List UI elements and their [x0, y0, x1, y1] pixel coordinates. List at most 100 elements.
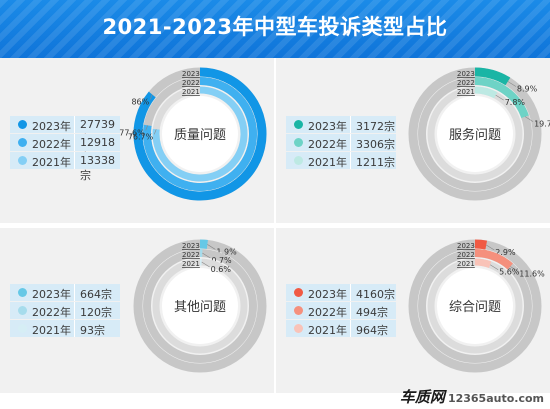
percent-label: 0.6%	[211, 265, 232, 274]
leader-line	[486, 244, 495, 251]
ring-year-label: 2023	[182, 70, 200, 78]
ring-arc	[133, 67, 267, 201]
donut-center-face	[437, 96, 513, 172]
ring-year-label: 2021	[182, 260, 200, 268]
legend-divider	[74, 134, 75, 151]
page-title: 2021-2023年中型车投诉类型占比	[102, 15, 448, 39]
donut-center-face	[162, 96, 238, 172]
ring-arc	[474, 239, 488, 250]
leader-line	[524, 116, 534, 122]
legend-divider	[74, 116, 75, 133]
legend-year: 2021年	[32, 156, 71, 169]
legend-swatch	[294, 120, 303, 129]
legend-row: 2022年 3306宗	[286, 134, 396, 151]
legend-year: 2023年	[32, 288, 71, 301]
ring-arc	[143, 77, 257, 191]
legend-swatch	[18, 306, 27, 315]
leader-line	[490, 264, 499, 270]
ring-year-label: 2023	[182, 242, 200, 250]
watermark-brand: 车质网	[399, 388, 445, 406]
ring-year-label: 2021	[457, 88, 475, 96]
watermark-site: 12365auto.com	[447, 392, 544, 405]
legend-year: 2021年	[308, 324, 347, 337]
legend-count: 3172宗	[356, 120, 395, 133]
ring-year-label: 2023	[457, 70, 475, 78]
leader-line	[510, 266, 519, 272]
leader-line	[207, 244, 216, 250]
legend-count: 93宗	[80, 324, 105, 337]
legend-divider	[74, 302, 75, 319]
legend-count: 3306宗	[356, 138, 395, 151]
legend-count: 664宗	[80, 288, 112, 301]
legend-year: 2023年	[308, 288, 347, 301]
legend-divider	[74, 320, 75, 337]
legend-row: 2022年12918宗	[10, 134, 120, 164]
ring-year-label: 2021	[182, 88, 200, 96]
legend-year: 2022年	[32, 306, 71, 319]
legend-count: 494宗	[356, 306, 388, 319]
legend-row: 2023年 3172宗	[286, 116, 396, 133]
percent-label: 76.7%	[128, 132, 154, 141]
ring-arc	[474, 77, 529, 119]
percent-label: 7.8%	[505, 98, 526, 107]
percent-label: 11.6%	[519, 269, 545, 278]
percent-label: 19.7%	[534, 120, 550, 129]
legend-swatch	[294, 138, 303, 147]
legend-row: 2021年 13338宗	[10, 152, 120, 182]
percent-label: 86%	[131, 97, 149, 106]
legend-swatch	[18, 120, 27, 129]
leader-line	[507, 81, 517, 87]
ring-arc	[152, 86, 248, 182]
percent-label: 5.6%	[499, 268, 520, 277]
header-banner: 2021-2023年中型车投诉类型占比	[0, 0, 550, 58]
legend-swatch	[294, 324, 303, 333]
legend-swatch	[294, 306, 303, 315]
leader-line	[149, 94, 153, 100]
donut-center-face	[437, 268, 513, 344]
legend-year: 2022年	[308, 306, 347, 319]
ring-arc	[474, 67, 511, 86]
percent-label: 1.9%	[216, 247, 237, 256]
legend-swatch	[294, 156, 303, 165]
leader-line	[145, 125, 148, 131]
ring-arc	[474, 258, 492, 269]
legend-row: 2023年 4160宗	[286, 284, 396, 301]
legend-divider	[350, 152, 351, 169]
legend-row: 2023年 664宗	[10, 284, 120, 301]
legend-count: 120宗	[80, 306, 112, 319]
ring-year-label: 2022	[182, 251, 200, 259]
donut-center-face	[162, 268, 238, 344]
legend-swatch	[18, 324, 27, 333]
legend-year: 2021年	[308, 156, 347, 169]
legend-year: 2022年	[308, 138, 347, 151]
percent-label: 8.9%	[517, 84, 538, 93]
leader-line	[201, 261, 210, 268]
legend-row: 2021年 1211宗	[286, 152, 396, 169]
ring-year-label: 2022	[457, 79, 475, 87]
legend-year: 2022年	[32, 138, 71, 151]
header-hatch-pattern	[0, 0, 550, 58]
legend-count: 964宗	[356, 324, 388, 337]
legend-divider	[74, 152, 75, 169]
legend-row: 2021年 93宗	[10, 320, 120, 337]
legend-year: 2023年	[308, 120, 347, 133]
legend-row: 2022年 120宗	[10, 302, 120, 319]
ring-year-label: 2022	[182, 79, 200, 87]
legend-divider	[74, 284, 75, 301]
ring-year-label: 2022	[457, 251, 475, 259]
ring-year-label: 2021	[457, 260, 475, 268]
percent-label: 0.7%	[211, 256, 232, 265]
watermark: 车质网 12365auto.com	[400, 386, 544, 407]
ring-arc	[474, 86, 498, 99]
legend-swatch	[18, 156, 27, 165]
legend-row: 2021年 964宗	[286, 320, 396, 337]
legend-divider	[350, 284, 351, 301]
ring-arc	[474, 249, 513, 270]
legend-divider	[350, 302, 351, 319]
donut-center-label: 服务问题	[449, 127, 501, 143]
